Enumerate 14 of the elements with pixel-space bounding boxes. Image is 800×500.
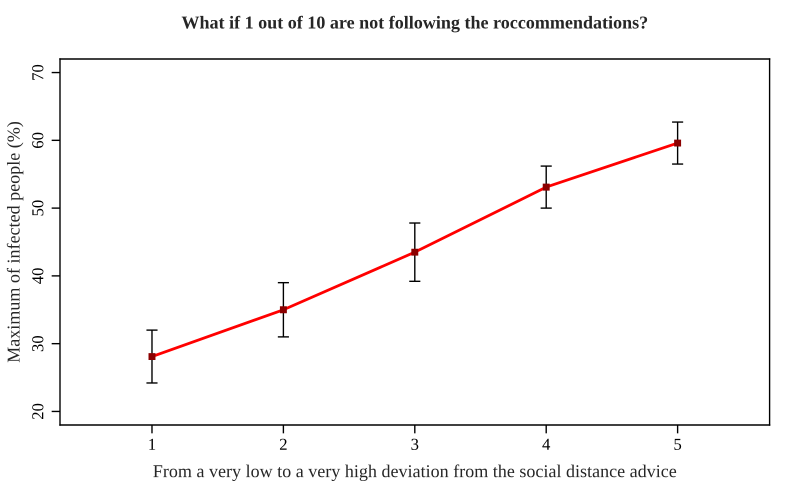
x-tick-label: 1 <box>149 438 156 450</box>
chart-title: What if 1 out of 10 are not following the roccommendations? <box>182 16 648 32</box>
y-tick-label: 20 <box>32 404 44 420</box>
x-tick-label: 2 <box>280 438 287 450</box>
y-tick-label: 40 <box>32 268 44 284</box>
x-axis-title: From a very low to a very high deviation from the social distance advice <box>153 464 676 482</box>
y-tick-label: 70 <box>32 64 44 80</box>
x-tick-label: 3 <box>411 438 418 450</box>
y-tick-label: 30 <box>32 336 44 352</box>
y-axis-title: Maximum of infected people (%) <box>6 122 24 362</box>
x-tick-label: 4 <box>542 438 550 450</box>
x-tick-label: 5 <box>674 438 682 450</box>
y-tick-label: 50 <box>32 200 44 216</box>
y-tick-label: 60 <box>32 132 44 148</box>
